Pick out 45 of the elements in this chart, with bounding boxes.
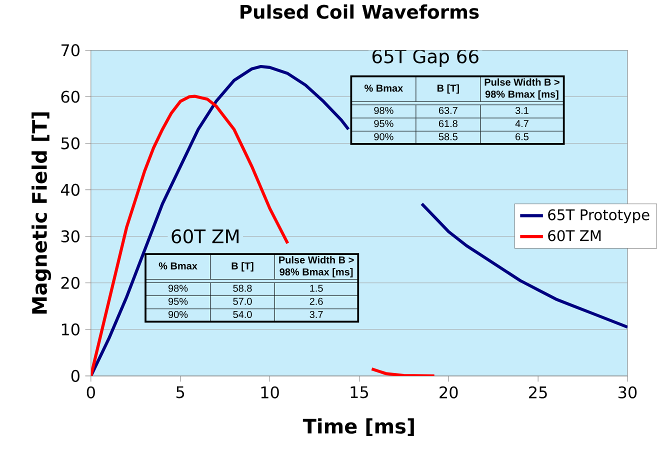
annotation: 61.8 xyxy=(438,120,458,128)
y-tick-label: 60 xyxy=(61,90,80,103)
annotation: 90% xyxy=(374,133,394,140)
x-tick-label: 25 xyxy=(529,386,547,398)
annotation: 3.1 xyxy=(515,107,528,114)
annotation: B [T] xyxy=(232,262,254,272)
y-axis-title: Magnetic Field [T] xyxy=(32,112,52,314)
legend-label: 60T ZM xyxy=(548,230,601,242)
annotation: 3.7 xyxy=(310,311,323,318)
annotation: Pulse Width B > 98% Bmax [ms] xyxy=(484,78,560,100)
y-tick-label: 40 xyxy=(60,184,80,196)
y-tick-label: 20 xyxy=(61,276,80,289)
chart-title: Pulsed Coil Waveforms xyxy=(240,4,479,19)
y-tick-label: 70 xyxy=(62,44,80,56)
annotation: 98% xyxy=(374,107,394,114)
x-tick-label: 30 xyxy=(618,386,637,398)
y-tick-label: 30 xyxy=(61,230,80,242)
x-axis-title: Time [ms] xyxy=(302,418,414,436)
annotation: 90% xyxy=(168,311,188,318)
y-tick-label: 10 xyxy=(62,323,80,336)
annotation: 2.6 xyxy=(310,298,323,305)
annotation: 95% xyxy=(374,120,394,128)
annotation: 6.5 xyxy=(516,133,529,140)
annotation: B [T] xyxy=(437,84,459,94)
x-tick-label: 5 xyxy=(176,386,184,398)
annotation: 1.5 xyxy=(310,284,323,292)
legend-label: 65T Prototype xyxy=(548,209,650,224)
annotation: % Bmax xyxy=(364,84,404,92)
annotation: 57.0 xyxy=(233,298,252,305)
annotation: 98% xyxy=(168,284,188,292)
annotation: 58.8 xyxy=(233,284,252,292)
annotation: 58.5 xyxy=(438,133,458,140)
x-tick-label: 0 xyxy=(86,386,95,398)
annotation: 54.0 xyxy=(233,311,252,318)
x-tick-label: 20 xyxy=(440,386,458,398)
x-tick-label: 10 xyxy=(261,386,279,398)
y-tick-label: 0 xyxy=(71,370,80,382)
annotation: Pulse Width B > 98% Bmax [ms] xyxy=(279,256,354,278)
x-tick-label: 15 xyxy=(350,386,368,398)
annotation: 4.7 xyxy=(515,120,528,128)
annotation: 60T ZM xyxy=(172,229,239,244)
annotation: % Bmax xyxy=(158,262,198,270)
annotation: 95% xyxy=(168,298,188,305)
annotation: 63.7 xyxy=(438,107,458,114)
y-tick-label: 50 xyxy=(61,137,80,150)
